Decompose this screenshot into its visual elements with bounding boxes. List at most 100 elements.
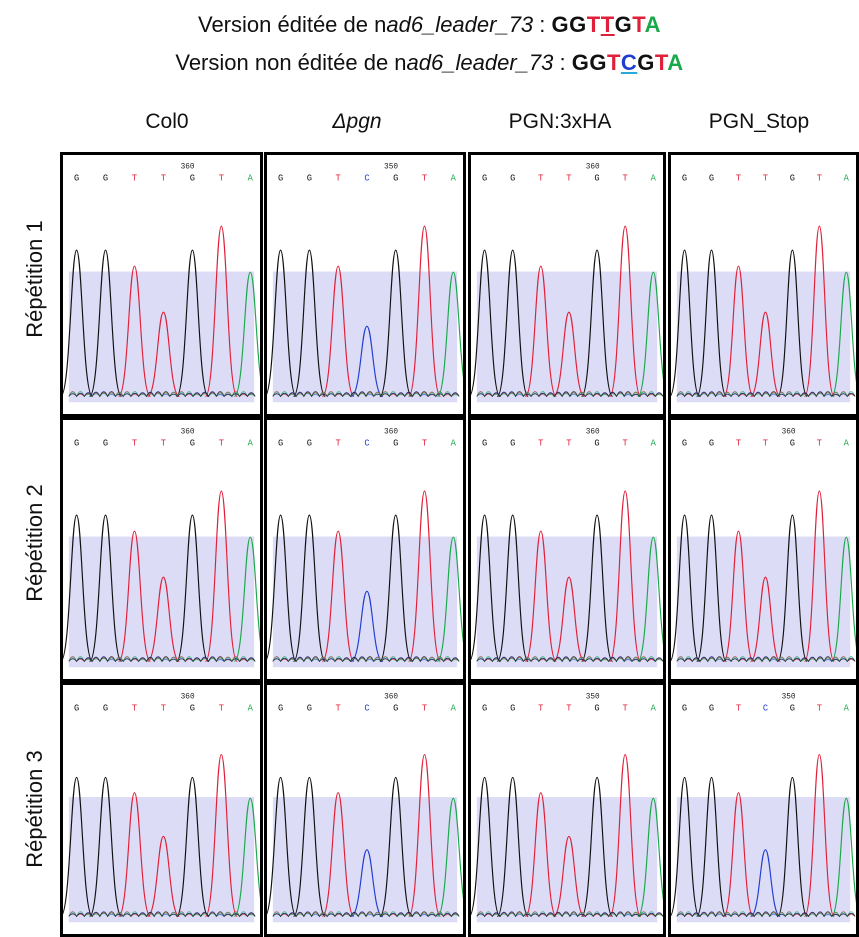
chromatogram-panel: G G T T G T A 360 [60, 152, 263, 417]
base-call-label: G [790, 438, 795, 448]
sequence-base: C [620, 50, 638, 75]
base-call-label: T [336, 438, 341, 448]
trace-peaks [436, 536, 463, 662]
base-call-label: G [103, 173, 108, 183]
chromatogram-panel: G G T T G T A 360 [468, 152, 666, 417]
position-label: 360 [384, 694, 398, 702]
chromatogram-panel: G G T C G T A 360 [264, 417, 466, 682]
sequence-base: T [654, 50, 668, 75]
trace-peaks [671, 249, 808, 397]
row-label-repetition-2: Répétition 2 [22, 484, 47, 602]
base-call-label: A [844, 438, 850, 448]
unedited-sequence: GGTCGTA [572, 50, 684, 75]
base-call-label: G [510, 173, 515, 183]
edited-sep: : [533, 12, 552, 37]
base-call-label: G [682, 173, 687, 183]
trace-peaks [524, 490, 642, 662]
base-call-label: T [538, 703, 543, 713]
chromatogram-trace: G G T T G T A 360 [63, 164, 260, 403]
base-call-label: T [817, 438, 822, 448]
base-call-label: T [736, 438, 741, 448]
position-label: 360 [782, 429, 796, 437]
trace-peaks [723, 490, 835, 662]
base-call-label: G [482, 703, 487, 713]
trace-peaks [118, 753, 238, 918]
base-call-label: G [307, 438, 312, 448]
base-call-label: G [790, 703, 795, 713]
trace-peaks [63, 514, 209, 662]
base-call-label: G [190, 438, 195, 448]
base-call-label: A [844, 703, 850, 713]
trace-peaks [233, 271, 260, 397]
sequence-base: A [644, 12, 661, 37]
base-call-label: T [763, 173, 768, 183]
base-call-label: T [566, 438, 571, 448]
trace-peaks [321, 490, 441, 662]
base-call-label: T [422, 173, 427, 183]
chromatogram-panel: G G T T G T A 360 [60, 417, 263, 682]
trace-peaks [750, 849, 781, 918]
base-call-label: A [248, 173, 254, 183]
base-call-label: G [790, 173, 795, 183]
base-call-label: G [307, 703, 312, 713]
trace-peaks [321, 753, 441, 918]
sequence-base: T [632, 12, 645, 37]
trace-peaks [524, 753, 642, 918]
trace-peaks [637, 271, 663, 397]
chromatogram-trace: G G T C G T A 350 [267, 164, 463, 403]
base-call-label: C [364, 703, 369, 713]
base-call-label: G [307, 173, 312, 183]
trace-peaks [267, 249, 413, 397]
position-label: 350 [782, 694, 796, 702]
trace-peaks [118, 225, 238, 397]
chromatogram-trace: G G T T G T A 360 [471, 429, 663, 668]
base-call-label: G [278, 173, 283, 183]
trace-peaks [233, 536, 260, 662]
base-call-label: G [682, 438, 687, 448]
sequence-base: G [589, 50, 607, 75]
row-label-repetition-3: Répétition 3 [22, 750, 47, 868]
base-call-label: G [594, 438, 599, 448]
base-call-label: G [393, 438, 398, 448]
position-label: 360 [181, 164, 195, 172]
base-call-label: G [278, 438, 283, 448]
base-call-label: A [651, 173, 657, 183]
chromatogram-trace: G G T T G T A 360 [63, 694, 260, 923]
trace-peaks [350, 590, 384, 662]
trace-peaks [233, 797, 260, 918]
trace-peaks [350, 325, 384, 397]
unedited-sep: : [553, 50, 572, 75]
base-call-label: A [651, 438, 657, 448]
base-call-label: G [103, 703, 108, 713]
column-header-dpgn: Δpgn [332, 110, 382, 133]
unedited-prefix: Version non éditée de n [175, 50, 407, 75]
trace-peaks [267, 776, 413, 918]
row-label-repetition-1: Répétition 1 [22, 220, 47, 338]
sequence-base: T [586, 12, 601, 37]
trace-peaks [63, 776, 209, 918]
chromatogram-trace: G G T T G T A 350 [471, 694, 663, 923]
trace-peaks [723, 225, 835, 397]
edited-sequence: GGTTGTA [552, 12, 661, 37]
sequence-base: G [571, 50, 590, 75]
base-call-label: G [190, 173, 195, 183]
base-call-label: T [161, 173, 166, 183]
base-call-label: T [566, 173, 571, 183]
trace-peaks [436, 797, 463, 918]
chromatogram-trace: G G T T G T A 360 [63, 429, 260, 668]
base-call-label: C [364, 438, 369, 448]
edited-name: ad6_leader_73 [386, 12, 534, 37]
base-call-label: T [422, 703, 427, 713]
trace-peaks [350, 849, 384, 918]
base-call-label: G [709, 438, 714, 448]
base-call-label: T [161, 438, 166, 448]
base-call-label: G [393, 703, 398, 713]
base-call-label: T [736, 173, 741, 183]
base-call-label: T [623, 438, 628, 448]
position-label: 360 [586, 429, 600, 437]
base-call-label: T [538, 438, 543, 448]
base-call-label: G [709, 703, 714, 713]
base-call-label: G [103, 438, 108, 448]
